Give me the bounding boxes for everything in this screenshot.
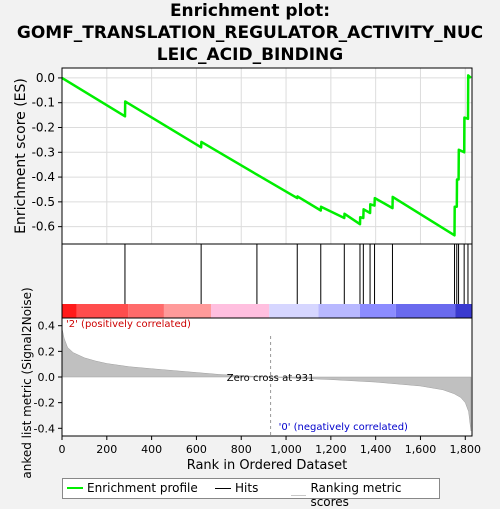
metric-tick-label: -0.2: [34, 397, 55, 410]
heatmap-segment: [269, 304, 319, 318]
heatmap-segment: [455, 304, 472, 318]
es-panel: [62, 68, 472, 244]
legend-metric-swatch: [291, 494, 307, 496]
heatmap-segment: [395, 304, 456, 318]
es-axis-label: Enrichment score (ES): [13, 78, 29, 234]
legend-es-swatch: [67, 487, 83, 489]
x-tick-label: 600: [186, 443, 207, 456]
title-line-3: LEIC_ACID_BINDING: [156, 45, 344, 65]
metric-tick-label: 0.4: [38, 320, 56, 333]
x-tick-label: 1,000: [270, 443, 302, 456]
title-line-1: Enrichment plot:: [169, 1, 331, 21]
x-tick-label: 400: [141, 443, 162, 456]
es-tick-label: -0.1: [32, 96, 55, 110]
metric-tick-label: -0.4: [34, 422, 55, 435]
legend: Enrichment profile Hits Ranking metric s…: [62, 478, 440, 509]
heatmap-segment: [318, 304, 360, 318]
metric-tick-label: 0.0: [38, 371, 56, 384]
es-tick-label: -0.4: [32, 170, 55, 184]
legend-hits-swatch: [215, 487, 231, 489]
zero-cross-label: Zero cross at 931: [227, 373, 315, 384]
es-tick-label: -0.5: [32, 195, 55, 209]
heatmap-segment: [62, 304, 77, 318]
x-tick-label: 800: [231, 443, 252, 456]
heatmap-segment: [210, 304, 270, 318]
x-axis-label: Rank in Ordered Dataset: [187, 458, 348, 473]
es-tick-label: -0.2: [32, 120, 55, 134]
neg-corr-label: '0' (negatively correlated): [279, 422, 408, 433]
x-tick-label: 1,800: [450, 443, 482, 456]
legend-metric-label: Ranking metric scores: [310, 481, 402, 509]
es-tick-label: 0.0: [36, 71, 55, 85]
es-tick-label: -0.6: [32, 220, 55, 234]
title-line-2: GOMF_TRANSLATION_REGULATOR_ACTIVITY_NUC: [16, 23, 484, 43]
metric-tick-label: 0.2: [38, 345, 56, 358]
x-tick-label: 0: [59, 443, 66, 456]
x-tick-label: 200: [96, 443, 117, 456]
x-tick-label: 1,600: [405, 443, 437, 456]
heatmap-segment: [163, 304, 211, 318]
heatmap-segment: [359, 304, 396, 318]
heatmap-segment: [128, 304, 164, 318]
x-tick-label: 1,400: [360, 443, 392, 456]
pos-corr-label: '2' (positively correlated): [66, 319, 191, 330]
x-tick-label: 1,200: [315, 443, 347, 456]
legend-es-label: Enrichment profile: [87, 481, 198, 495]
es-tick-label: -0.3: [32, 145, 55, 159]
metric-axis-label: Ranked list metric (Signal2Noise): [20, 287, 34, 478]
hits-panel: [62, 244, 472, 304]
heatmap-segment: [76, 304, 129, 318]
metric-area: [61, 328, 472, 431]
es-line: [61, 74, 472, 237]
legend-hits-label: Hits: [235, 481, 259, 495]
legend-hits: Hits: [215, 481, 258, 495]
legend-es: Enrichment profile: [67, 481, 198, 495]
lower-panel-border: [61, 243, 473, 437]
enrichment-chart: 0.0 -0.1 -0.2 -0.3 -0.4 -0.5 -0.6 '2' (positive…: [13, 67, 482, 478]
legend-metric: Ranking metric scores: [291, 481, 439, 509]
